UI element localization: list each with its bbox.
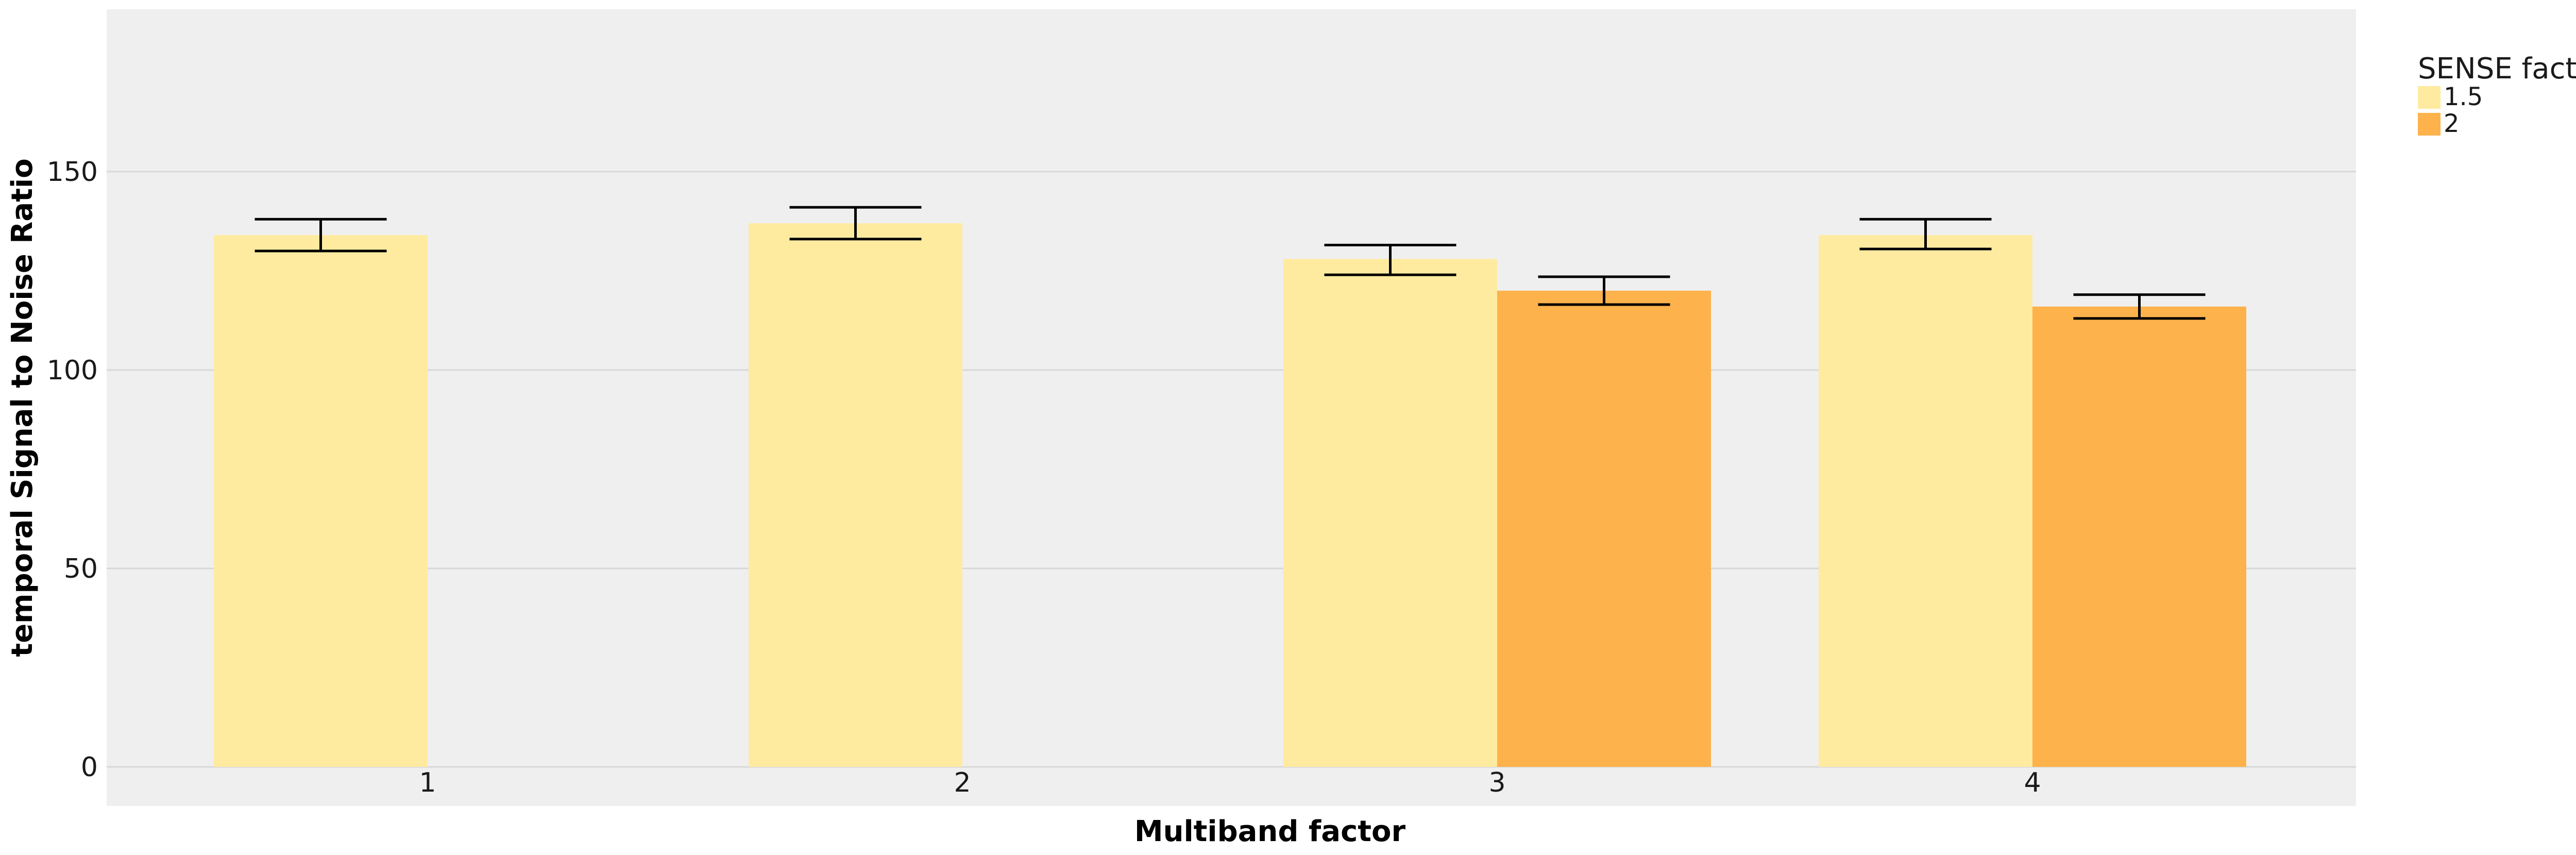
y-axis-title: temporal Signal to Noise Ratio <box>6 158 39 657</box>
bar-4-series-1.5 <box>1819 235 2032 767</box>
x-tick-label: 1 <box>419 767 436 798</box>
legend-title: SENSE factor <box>2418 52 2576 86</box>
y-tick-label: 150 <box>47 157 98 188</box>
x-tick-label: 4 <box>2024 767 2041 798</box>
y-tick-label: 100 <box>47 355 98 386</box>
legend-items: 1.52 <box>2418 82 2483 138</box>
bar-4-series-2 <box>2032 306 2246 767</box>
bar-3-series-2 <box>1497 291 1711 767</box>
y-tick-label: 50 <box>64 554 98 584</box>
x-axis-title: Multiband factor <box>1134 815 1406 848</box>
legend-swatch-1.5 <box>2418 86 2441 109</box>
y-tick-labels: 0 50 100 150 <box>47 157 98 783</box>
legend-swatch-2 <box>2418 113 2441 136</box>
bar-1-series-1.5 <box>214 235 428 767</box>
y-tick-label: 0 <box>81 752 98 783</box>
x-tick-label: 2 <box>954 767 971 798</box>
legend: SENSE factor 1.52 <box>2418 52 2576 138</box>
error-bars <box>255 206 2206 320</box>
legend-label-1.5: 1.5 <box>2444 82 2483 111</box>
bars <box>214 223 2246 767</box>
legend-label-2: 2 <box>2444 109 2460 138</box>
bar-2-series-1.5 <box>749 223 962 767</box>
x-tick-label: 3 <box>1488 767 1505 798</box>
x-tick-labels: 1 2 3 4 <box>419 767 2041 798</box>
bar-3-series-1.5 <box>1283 259 1497 767</box>
